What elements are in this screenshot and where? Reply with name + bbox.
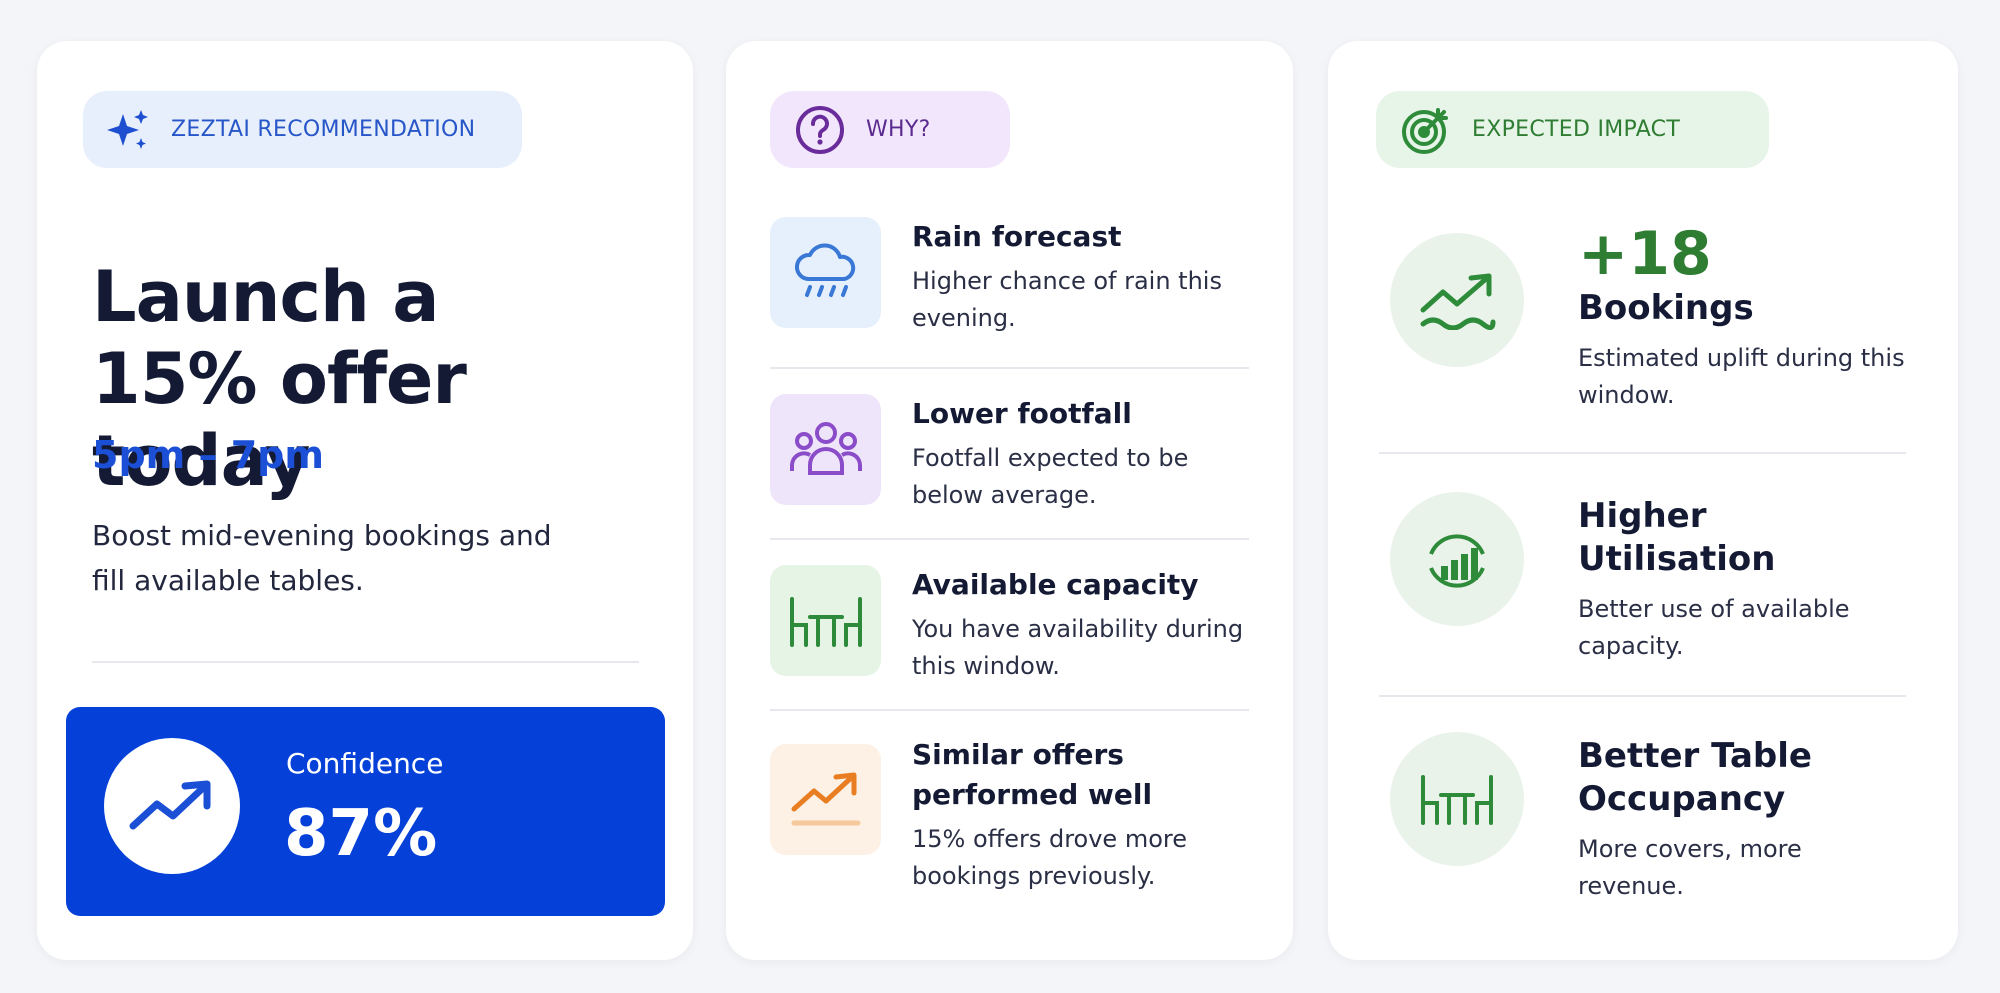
divider — [1379, 452, 1906, 454]
people-icon — [770, 394, 881, 505]
table-icon — [1390, 732, 1524, 866]
impact-value: +18 — [1578, 219, 1712, 289]
item-text: Footfall expected to be below average. — [912, 444, 1189, 509]
item-title: Lower footfall — [912, 397, 1132, 430]
item-text: More covers, more revenue. — [1578, 835, 1802, 900]
confidence-box: Confidence 87% — [66, 707, 665, 916]
impact-item: Higher Utilisation Better use of availab… — [1578, 495, 1908, 665]
table-icon — [770, 565, 881, 676]
divider — [92, 661, 639, 663]
impact-item: +18 Bookings Estimated uplift during thi… — [1578, 221, 1908, 414]
uplift-icon — [1390, 233, 1524, 367]
badge: EXPECTED IMPACT — [1376, 91, 1769, 168]
item-title: Higher Utilisation — [1578, 496, 1776, 579]
item-text: Higher chance of rain this evening. — [912, 267, 1222, 332]
impact-card: EXPECTED IMPACT +18 Bookings Estimated u… — [1328, 41, 1958, 960]
divider — [770, 709, 1249, 711]
why-item: Lower footfall Footfall expected to be be… — [912, 394, 1262, 514]
item-title: Available capacity — [912, 568, 1199, 601]
divider — [1379, 695, 1906, 697]
confidence-value: 87% — [284, 797, 438, 871]
badge-text: WHY? — [866, 117, 931, 142]
item-text: Estimated uplift during this window. — [1578, 344, 1905, 409]
impact-item: Better Table Occupancy More covers, more… — [1578, 735, 1908, 905]
time-window: 5pm – 7pm — [92, 433, 324, 477]
rain-icon — [770, 217, 881, 328]
title: Launch a 15% offer today — [92, 256, 467, 502]
why-item: Similar offers performed well 15% offers … — [912, 735, 1212, 895]
description: Boost mid-evening bookings and fill avai… — [92, 519, 552, 597]
target-icon — [1402, 107, 1448, 154]
why-item: Available capacity You have availability … — [912, 565, 1262, 685]
why-card: WHY? Rain forecast Higher chance of rain … — [726, 41, 1293, 960]
item-text: You have availability during this window… — [912, 615, 1244, 680]
item-title: Bookings — [1578, 288, 1754, 328]
question-icon — [796, 105, 844, 154]
item-text: 15% offers drove more bookings previousl… — [912, 825, 1187, 890]
item-title: Similar offers performed well — [912, 738, 1153, 811]
item-title: Better Table Occupancy — [1578, 736, 1812, 819]
utilisation-icon — [1390, 492, 1524, 626]
badge-text: EXPECTED IMPACT — [1472, 117, 1681, 142]
item-title: Rain forecast — [912, 220, 1122, 253]
trend-icon — [104, 738, 240, 874]
sparkle-icon — [107, 109, 148, 149]
badge: WHY? — [770, 91, 1010, 168]
divider — [770, 367, 1249, 369]
why-item: Rain forecast Higher chance of rain this … — [912, 217, 1262, 337]
item-text: Better use of available capacity. — [1578, 595, 1850, 660]
divider — [770, 538, 1249, 540]
badge-text: ZEZTAI RECOMMENDATION — [171, 117, 476, 142]
recommendation-card: ZEZTAI RECOMMENDATION Launch a 15% offer… — [37, 41, 693, 960]
chart-up-icon — [770, 744, 881, 855]
badge: ZEZTAI RECOMMENDATION — [83, 91, 522, 168]
confidence-label: Confidence — [286, 747, 444, 780]
